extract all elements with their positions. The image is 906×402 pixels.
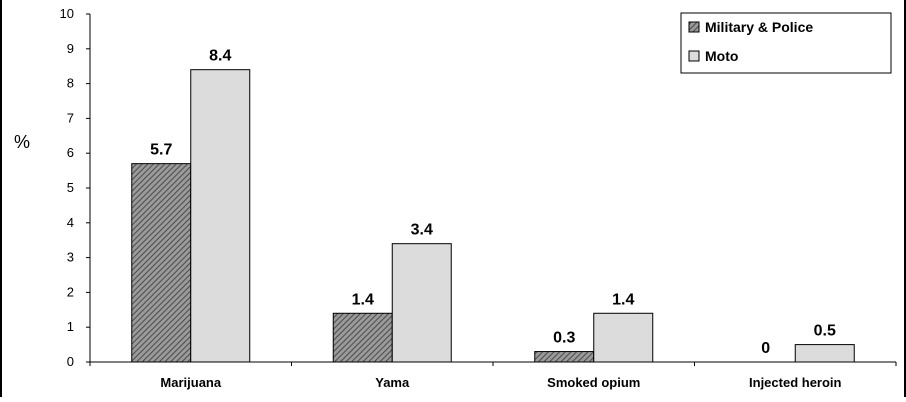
bar-military-police (131, 163, 192, 363)
bar-moto (190, 69, 251, 363)
y-tick-label: 6 (67, 145, 74, 160)
bar-labels: 5.7 8.4 1.4 3.4 0.3 1.4 0 0.5 (150, 48, 836, 357)
bar-moto (391, 243, 452, 363)
y-tick-label: 10 (60, 6, 74, 21)
data-label: 5.7 (150, 142, 172, 159)
bar-military-police (534, 351, 595, 363)
x-tick-label: Marijuana (160, 375, 221, 390)
y-tick-label: 9 (67, 41, 74, 56)
data-label: 0.3 (553, 330, 575, 347)
y-axis-label: % (14, 132, 30, 152)
bar-military-police (332, 312, 393, 363)
legend-swatch-military-police (688, 21, 700, 33)
legend-label-military-police: Military & Police (705, 19, 813, 35)
y-tick-label: 3 (67, 250, 74, 265)
legend-swatch-moto (688, 50, 700, 62)
y-tick-label: 2 (67, 284, 74, 299)
data-label: 0 (761, 340, 770, 357)
bar-moto (794, 344, 855, 363)
data-label: 8.4 (209, 48, 231, 65)
x-tick-labels: Marijuana Yama Smoked opium Injected heroin (160, 375, 841, 390)
bar-moto (593, 312, 654, 363)
legend-label-moto: Moto (705, 48, 738, 64)
data-label: 1.4 (352, 291, 374, 308)
y-tick-label: 1 (67, 319, 74, 334)
y-tick-label: 4 (67, 215, 74, 230)
x-tick-label: Smoked opium (547, 375, 640, 390)
data-label: 3.4 (411, 222, 433, 239)
data-label: 1.4 (612, 291, 634, 308)
x-tick-label: Injected heroin (749, 375, 842, 390)
y-tick-label: 7 (67, 110, 74, 125)
y-tick-label: 8 (67, 76, 74, 91)
bars (131, 69, 855, 363)
x-tick-label: Yama (375, 375, 410, 390)
data-label: 0.5 (814, 323, 836, 340)
y-tick-label: 5 (67, 180, 74, 195)
legend: Military & Police Moto (680, 12, 892, 74)
y-tick-label: 0 (67, 354, 74, 369)
legend-box (680, 12, 892, 74)
